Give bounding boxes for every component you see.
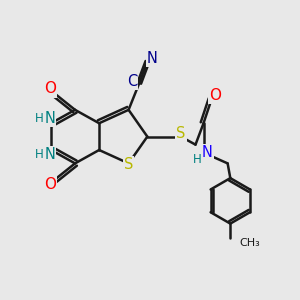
Text: C: C bbox=[127, 74, 137, 89]
Text: H: H bbox=[35, 148, 44, 161]
Text: S: S bbox=[176, 126, 185, 141]
Text: O: O bbox=[44, 177, 56, 192]
Text: H: H bbox=[193, 153, 202, 166]
Text: N: N bbox=[202, 145, 213, 160]
Text: N: N bbox=[44, 147, 55, 162]
Text: H: H bbox=[35, 112, 44, 125]
Text: N: N bbox=[44, 111, 55, 126]
Text: S: S bbox=[124, 157, 133, 172]
Text: O: O bbox=[44, 82, 56, 97]
Text: CH₃: CH₃ bbox=[240, 238, 260, 248]
Text: O: O bbox=[210, 88, 222, 103]
Text: N: N bbox=[147, 51, 158, 66]
